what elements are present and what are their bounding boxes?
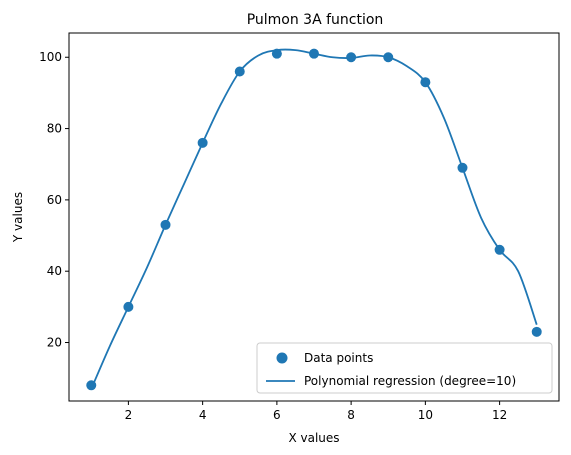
plot-frame: [68, 32, 560, 402]
data-point: [531, 326, 542, 337]
legend-label-data-points: Data points: [304, 351, 373, 365]
y-tick-label: 60: [47, 193, 62, 207]
x-tick-label: 8: [347, 408, 355, 422]
data-point: [160, 219, 171, 230]
legend-marker-data-points: [276, 352, 288, 364]
axis-ticks: 2 4 6 8 10 12 20 40 60 80 100: [39, 50, 507, 422]
x-tick-label: 6: [273, 408, 281, 422]
legend: Data points Polynomial regression (degre…: [256, 342, 553, 394]
y-tick-label: 20: [47, 336, 62, 350]
legend-label-polynomial: Polynomial regression (degree=10): [304, 374, 516, 388]
x-tick-label: 10: [418, 408, 433, 422]
data-point: [271, 48, 282, 59]
data-point: [197, 137, 208, 148]
data-point: [494, 244, 505, 255]
x-axis-label: X values: [288, 431, 339, 445]
data-point: [420, 77, 431, 88]
y-axis-label: Y values: [11, 192, 25, 243]
y-tick-label: 80: [47, 122, 62, 136]
y-tick-label: 40: [47, 264, 62, 278]
x-tick-label: 4: [199, 408, 207, 422]
data-point: [383, 52, 394, 63]
legend-box: [256, 342, 553, 394]
x-tick-label: 12: [492, 408, 507, 422]
x-tick-label: 2: [125, 408, 133, 422]
data-point: [457, 162, 468, 173]
data-point: [86, 380, 97, 391]
y-tick-label: 100: [39, 50, 62, 64]
data-point: [309, 48, 319, 59]
data-point: [123, 301, 134, 312]
data-point: [346, 52, 357, 63]
data-point: [234, 66, 245, 77]
plot-area: [86, 48, 542, 391]
chart-title: Pulmon 3A function: [247, 12, 384, 28]
